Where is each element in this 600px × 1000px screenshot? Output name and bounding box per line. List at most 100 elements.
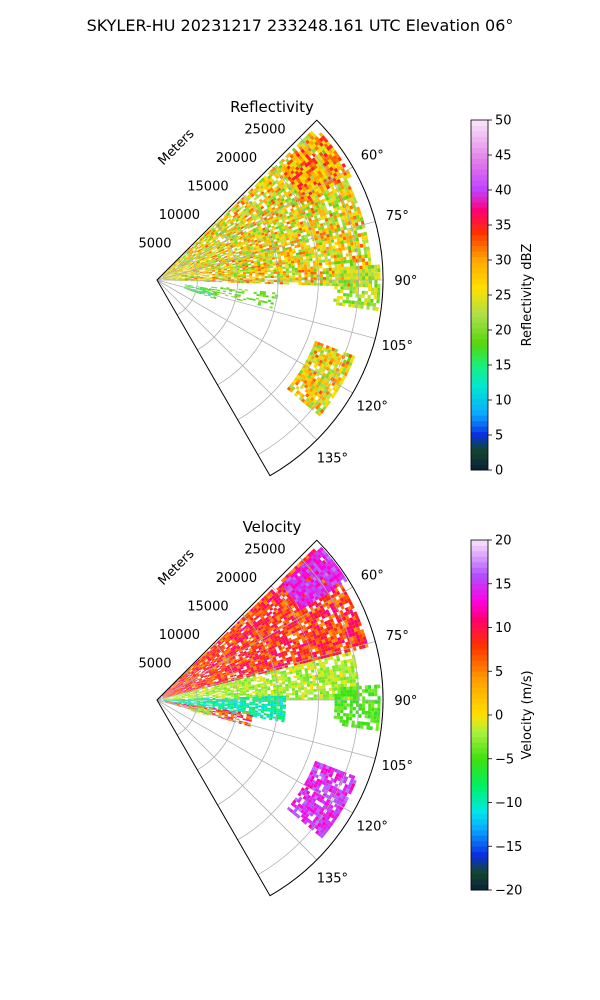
echo-cell <box>285 237 290 241</box>
echo-cell <box>209 246 214 250</box>
echo-cell <box>293 231 298 236</box>
echo-cell <box>298 282 302 286</box>
echo-cell <box>241 211 246 216</box>
echo-cell <box>195 259 199 262</box>
echo-cell <box>173 269 177 272</box>
echo-cell <box>344 232 349 237</box>
echo-cell <box>210 265 215 268</box>
echo-cell <box>279 229 284 233</box>
echo-cell <box>178 266 182 269</box>
echo-cell <box>188 668 192 672</box>
echo-cell <box>280 215 285 220</box>
echo-cell <box>183 270 187 273</box>
echo-cell <box>325 210 330 216</box>
echo-cell <box>181 254 185 257</box>
echo-cell <box>346 228 351 233</box>
echo-cell <box>286 254 291 258</box>
echo-cell <box>295 181 300 186</box>
echo-cell <box>227 270 231 273</box>
echo-cell <box>233 658 237 661</box>
echo-cell <box>210 661 214 664</box>
echo-cell <box>193 682 197 685</box>
echo-cell <box>194 263 198 265</box>
echo-cell <box>190 273 194 275</box>
echo-cell <box>167 270 170 273</box>
echo-cell <box>283 277 287 280</box>
echo-cell <box>351 248 355 253</box>
echo-cell <box>175 277 179 279</box>
echo-cell <box>342 222 347 227</box>
echo-cell <box>267 595 272 600</box>
echo-cell <box>202 268 206 271</box>
echo-cell <box>227 234 231 238</box>
echo-cell <box>225 669 229 673</box>
echo-cell <box>323 627 328 633</box>
echo-cell <box>206 651 210 655</box>
echo-cell <box>164 691 167 694</box>
echo-cell <box>190 274 194 276</box>
echo-cell <box>200 277 204 279</box>
echo-cell <box>329 236 334 240</box>
colorbar-band <box>471 333 488 340</box>
echo-cell <box>240 226 245 230</box>
echo-cell <box>266 238 271 242</box>
echo-cell <box>282 190 287 195</box>
echo-cell <box>296 173 301 178</box>
echo-cell <box>318 156 324 162</box>
echo-cell <box>245 626 250 630</box>
echo-cell <box>222 245 227 248</box>
echo-cell <box>276 222 281 227</box>
echo-cell <box>170 265 174 268</box>
echo-cell <box>211 664 216 667</box>
echo-cell <box>177 271 181 273</box>
echo-cell <box>214 268 218 270</box>
echo-cell <box>304 153 310 159</box>
echo-cell <box>317 207 322 212</box>
echo-cell <box>215 671 219 674</box>
echo-cell <box>182 266 186 269</box>
echo-cell <box>225 631 230 635</box>
echo-cell <box>226 253 230 256</box>
echo-cell <box>256 258 260 261</box>
echo-cell <box>265 213 269 217</box>
echo-cell <box>211 244 216 247</box>
echo-cell <box>247 624 252 629</box>
echo-cell <box>304 388 310 394</box>
echo-cell <box>174 685 178 688</box>
echo-cell <box>191 671 195 674</box>
echo-cell <box>200 682 204 685</box>
echo-cell <box>311 152 317 158</box>
echo-cell <box>316 248 321 252</box>
echo-cell <box>262 294 266 298</box>
range-tick-label: 10000 <box>159 208 200 223</box>
echo-cell <box>338 233 343 238</box>
echo-cell <box>245 201 249 205</box>
echo-cell <box>279 271 283 274</box>
echo-cell <box>342 367 347 372</box>
echo-cell <box>217 660 221 664</box>
echo-cell <box>263 240 268 243</box>
echo-cell <box>313 635 318 640</box>
echo-cell <box>268 244 273 248</box>
echo-cell <box>292 212 297 217</box>
echo-cell <box>272 263 277 266</box>
echo-cell <box>246 246 251 249</box>
echo-cell <box>330 226 335 231</box>
echo-cell <box>280 635 285 640</box>
echo-cell <box>190 274 194 276</box>
echo-cell <box>238 207 242 211</box>
echo-cell <box>255 276 259 279</box>
echo-cell <box>220 674 224 677</box>
echo-cell <box>189 267 193 269</box>
echo-cell <box>271 637 275 642</box>
echo-cell <box>256 261 261 265</box>
echo-cell <box>240 666 244 670</box>
echo-cell <box>244 263 249 267</box>
echo-cell <box>171 693 175 695</box>
echo-cell <box>304 178 309 184</box>
echo-cell <box>368 283 372 288</box>
echo-cell <box>258 281 262 284</box>
echo-cell <box>208 658 212 662</box>
echo-cell <box>199 242 203 246</box>
echo-cell <box>337 273 341 277</box>
